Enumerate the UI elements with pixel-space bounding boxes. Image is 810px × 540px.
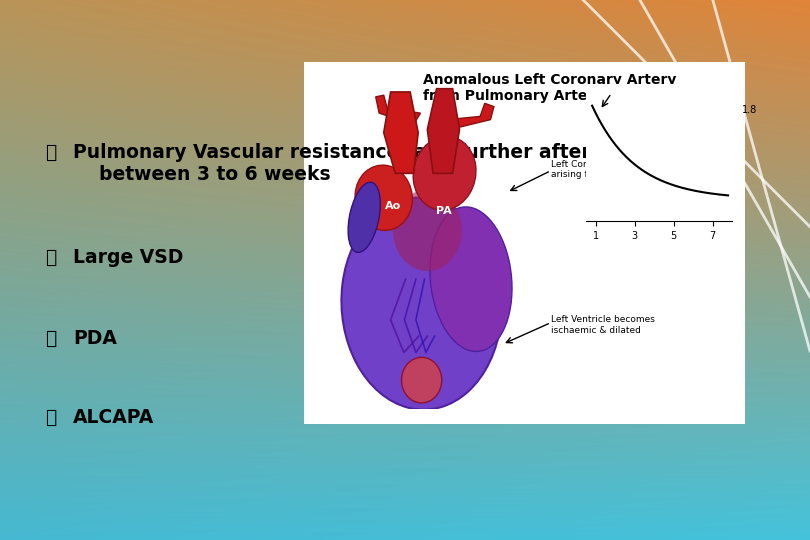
Text: ⓓ: ⓓ [45,329,57,348]
Text: ALCAPA: ALCAPA [73,408,154,427]
Ellipse shape [430,207,512,352]
Text: ⓓ: ⓓ [45,143,57,162]
Polygon shape [448,103,494,130]
Ellipse shape [402,357,441,403]
Text: PA: PA [436,206,451,216]
Ellipse shape [393,190,462,271]
Ellipse shape [413,137,476,210]
Ellipse shape [348,182,381,252]
Text: Left Coronary artery
arising from Pulmonary Artery: Left Coronary artery arising from Pulmon… [551,160,688,179]
Polygon shape [376,95,420,125]
Ellipse shape [342,198,501,410]
Polygon shape [428,89,459,173]
Text: ⓓ: ⓓ [45,248,57,267]
Text: ⓓ: ⓓ [45,408,57,427]
Text: Left Ventricle becomes
ischaemic & dilated: Left Ventricle becomes ischaemic & dilat… [551,315,654,335]
Polygon shape [384,92,418,173]
FancyBboxPatch shape [304,62,745,424]
Text: Large VSD: Large VSD [73,248,183,267]
Ellipse shape [355,165,412,231]
Text: Ao: Ao [385,201,401,211]
Text: Pulmonary Vascular resistance falls further after birth
    between 3 to 6 weeks: Pulmonary Vascular resistance falls furt… [73,143,649,184]
Text: PDA: PDA [73,329,117,348]
Text: Anomalous Left Coronary Artery
from Pulmonary Artery (ALCAPA): Anomalous Left Coronary Artery from Pulm… [423,73,681,103]
